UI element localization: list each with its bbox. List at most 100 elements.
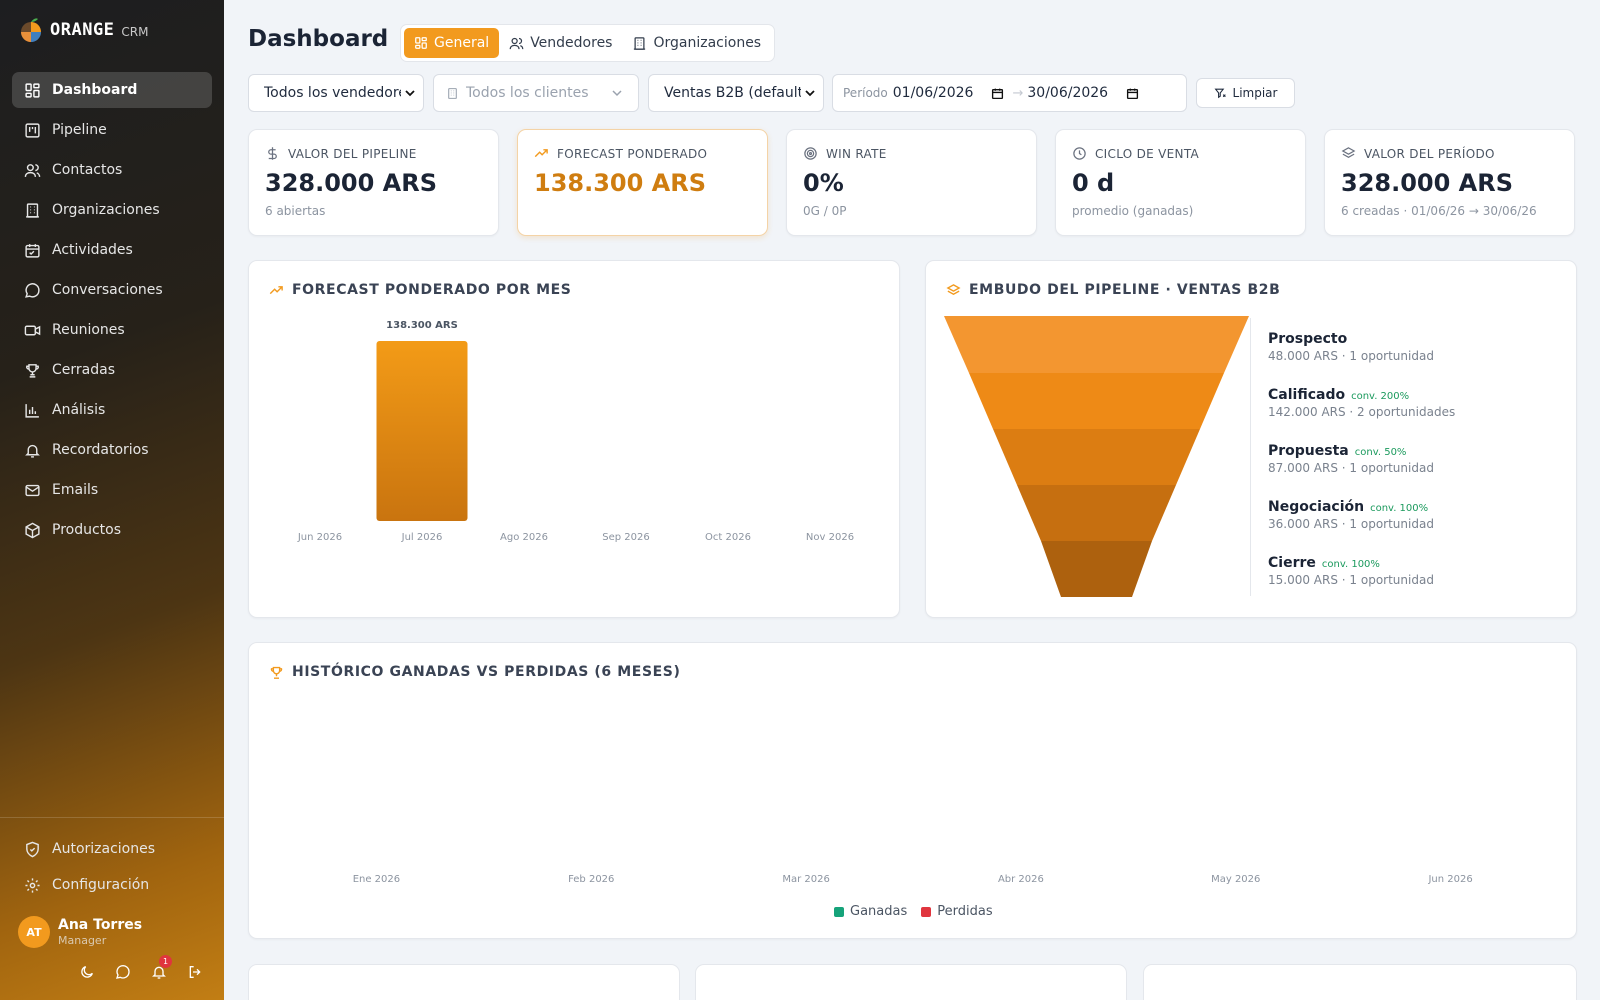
logo[interactable]: ORANGE CRM — [20, 17, 149, 43]
date-to-input[interactable]: 30/06/2026 — [1027, 85, 1143, 101]
sidebar-item-label: Emails — [52, 482, 99, 498]
date-from-input[interactable]: 01/06/2026 — [893, 85, 1009, 101]
avatar: AT — [18, 916, 50, 948]
tab-vendedores[interactable]: Vendedores — [499, 28, 622, 58]
target-icon — [804, 147, 817, 160]
x-tick-label: Abr 2026 — [998, 874, 1044, 885]
kpi-sub: 6 abiertas — [265, 204, 326, 218]
stage-sub: 87.000 ARS · 1 oportunidad — [1268, 461, 1434, 475]
message-icon[interactable] — [113, 962, 133, 982]
date-from-value: 01/06/2026 — [892, 85, 974, 101]
sidebar-item-reuniones[interactable]: Reuniones — [12, 312, 212, 348]
funnel-stage-propuesta[interactable] — [993, 429, 1200, 485]
building-icon — [634, 36, 646, 50]
tab-label: Vendedores — [530, 35, 613, 51]
sidebar-item-configuracion[interactable]: Configuración — [12, 867, 212, 903]
bell-icon — [24, 442, 41, 459]
stage-conversion: conv. 100% — [1321, 559, 1380, 570]
sidebar-item-emails[interactable]: Emails — [12, 472, 212, 508]
notifications-button[interactable]: 1 — [149, 955, 172, 982]
sidebar-item-conversaciones[interactable]: Conversaciones — [12, 272, 212, 308]
kpi-value: 328.000 ARS — [1341, 169, 1514, 197]
sidebar-item-label: Dashboard — [52, 82, 138, 98]
kpi-sub: promedio (ganadas) — [1072, 204, 1194, 218]
history-card: HISTÓRICO GANADAS VS PERDIDAS (6 MESES) … — [248, 642, 1577, 939]
funnel-stage-cierre[interactable] — [1041, 541, 1152, 597]
kpi-label: WIN RATE — [826, 146, 887, 161]
sidebar-item-pipeline[interactable]: Pipeline — [12, 112, 212, 148]
tab-label: General — [434, 35, 490, 51]
grid-icon — [415, 37, 427, 49]
kanban-icon — [24, 122, 41, 139]
view-tabs: General Vendedores Organizaciones — [400, 24, 776, 62]
legend-label: Perdidas — [937, 904, 993, 919]
stage-sub: 48.000 ARS · 1 oportunidad — [1268, 349, 1434, 363]
seller-select[interactable]: Todos los vendedores — [248, 74, 424, 112]
sidebar-item-cerradas[interactable]: Cerradas — [12, 352, 212, 388]
sidebar-item-autorizaciones[interactable]: Autorizaciones — [12, 831, 212, 867]
kpi-label: VALOR DEL PERÍODO — [1364, 146, 1495, 161]
sidebar-divider — [0, 817, 224, 818]
history-legend: Ganadas Perdidas — [834, 904, 1007, 919]
stage-conversion: conv. 100% — [1370, 503, 1429, 514]
pipeline-funnel — [944, 316, 1249, 597]
calendar-icon[interactable] — [1126, 87, 1139, 100]
chat-icon — [24, 282, 41, 299]
bottom-card — [248, 964, 680, 1000]
main-nav: Dashboard Pipeline Contactos Organizacio… — [12, 72, 212, 552]
user-role: Manager — [58, 933, 107, 947]
kpi-value: 328.000 ARS — [265, 169, 438, 197]
sidebar-item-label: Recordatorios — [52, 442, 149, 458]
video-icon — [24, 322, 41, 339]
date-to-value: 30/06/2026 — [1027, 85, 1109, 101]
layers-icon — [946, 283, 961, 295]
stage-conversion: conv. 200% — [1351, 391, 1410, 402]
sidebar-item-label: Autorizaciones — [52, 841, 156, 857]
client-select-placeholder: Todos los clientes — [466, 85, 589, 101]
x-tick-label: Ene 2026 — [353, 874, 400, 885]
sidebar-item-recordatorios[interactable]: Recordatorios — [12, 432, 212, 468]
x-tick-label: May 2026 — [1211, 874, 1260, 885]
tab-label: Organizaciones — [653, 35, 762, 51]
x-tick-label: Feb 2026 — [568, 874, 614, 885]
calendar-icon[interactable] — [991, 87, 1004, 100]
sidebar-item-analisis[interactable]: Análisis — [12, 392, 212, 428]
client-select[interactable]: Todos los clientes — [433, 74, 639, 112]
forecast-bar[interactable] — [376, 341, 468, 521]
user-name: Ana Torres — [58, 916, 143, 933]
sidebar-footer-actions: 1 — [77, 955, 221, 982]
moon-icon[interactable] — [77, 962, 97, 982]
page-title: Dashboard — [248, 26, 389, 52]
funnel-stage-info: Negociación conv. 100% 36.000 ARS · 1 opo… — [1268, 496, 1434, 531]
stage-sub: 15.000 ARS · 1 oportunidad — [1268, 573, 1434, 587]
forecast-bar-chart: Jun 2026 138.300 ARS Jul 2026 Ago 2026 Sep 2… — [297, 320, 854, 543]
clear-filters-button[interactable]: Limpiar — [1196, 78, 1295, 108]
logout-icon[interactable] — [185, 962, 205, 982]
sidebar-item-organizaciones[interactable]: Organizaciones — [12, 192, 212, 228]
x-tick-label: Jun 2026 — [1427, 874, 1472, 885]
mail-icon — [24, 482, 41, 499]
sidebar-item-actividades[interactable]: Actividades — [12, 232, 212, 268]
sidebar-item-label: Análisis — [52, 402, 106, 418]
legend-item-won[interactable]: Ganadas — [834, 904, 907, 919]
chevron-down-icon — [805, 90, 815, 97]
tab-organizaciones[interactable]: Organizaciones — [622, 28, 771, 58]
tab-general[interactable]: General — [404, 28, 500, 58]
sidebar-item-label: Reuniones — [52, 322, 125, 338]
pipeline-select[interactable]: Ventas B2B (default) — [648, 74, 824, 112]
x-tick-label: Jun 2026 — [297, 532, 342, 543]
stage-conversion: conv. 50% — [1354, 447, 1407, 458]
stage-sub: 36.000 ARS · 1 oportunidad — [1268, 517, 1434, 531]
sidebar-item-contactos[interactable]: Contactos — [12, 152, 212, 188]
funnel-stage-info: Cierre conv. 100% 15.000 ARS · 1 oportuni… — [1268, 552, 1434, 587]
legend-item-lost[interactable]: Perdidas — [921, 904, 993, 919]
funnel-stage-calificado[interactable] — [969, 373, 1224, 429]
sidebar-item-productos[interactable]: Productos — [12, 512, 212, 548]
layers-icon — [1341, 147, 1356, 158]
period-label: Período — [843, 86, 888, 100]
funnel-stage-prospecto[interactable] — [944, 316, 1249, 373]
funnel-stage-negociacion[interactable] — [1017, 485, 1176, 541]
user-profile[interactable]: AT Ana Torres Manager — [18, 916, 142, 948]
sidebar-item-dashboard[interactable]: Dashboard — [12, 72, 212, 108]
stage-name: Propuesta — [1268, 443, 1349, 459]
